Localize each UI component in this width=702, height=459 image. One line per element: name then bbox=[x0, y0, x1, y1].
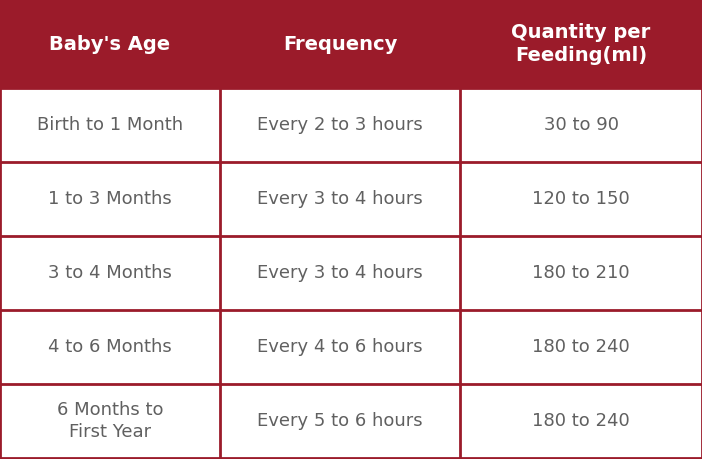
Bar bbox=[220, 236, 460, 310]
Bar bbox=[460, 0, 702, 88]
Bar bbox=[0, 310, 220, 384]
Text: 180 to 210: 180 to 210 bbox=[532, 264, 630, 282]
Text: Birth to 1 Month: Birth to 1 Month bbox=[37, 116, 183, 134]
Bar bbox=[0, 162, 220, 236]
Text: Frequency: Frequency bbox=[283, 34, 397, 54]
Bar bbox=[220, 88, 460, 162]
Text: Every 3 to 4 hours: Every 3 to 4 hours bbox=[257, 264, 423, 282]
Text: 180 to 240: 180 to 240 bbox=[532, 412, 630, 430]
Text: Every 3 to 4 hours: Every 3 to 4 hours bbox=[257, 190, 423, 208]
Text: 4 to 6 Months: 4 to 6 Months bbox=[48, 338, 172, 356]
Bar bbox=[460, 162, 702, 236]
Text: 6 Months to
First Year: 6 Months to First Year bbox=[57, 401, 164, 441]
Bar bbox=[460, 310, 702, 384]
Text: Baby's Age: Baby's Age bbox=[49, 34, 171, 54]
Text: 1 to 3 Months: 1 to 3 Months bbox=[48, 190, 172, 208]
Bar bbox=[220, 162, 460, 236]
Bar bbox=[0, 0, 220, 88]
Bar bbox=[0, 384, 220, 458]
Text: Every 2 to 3 hours: Every 2 to 3 hours bbox=[257, 116, 423, 134]
Text: Every 4 to 6 hours: Every 4 to 6 hours bbox=[257, 338, 423, 356]
Bar bbox=[0, 236, 220, 310]
Bar bbox=[460, 236, 702, 310]
Text: 180 to 240: 180 to 240 bbox=[532, 338, 630, 356]
Text: Every 5 to 6 hours: Every 5 to 6 hours bbox=[257, 412, 423, 430]
Bar bbox=[460, 384, 702, 458]
Bar bbox=[220, 310, 460, 384]
Bar bbox=[220, 0, 460, 88]
Text: Quantity per
Feeding(ml): Quantity per Feeding(ml) bbox=[511, 23, 651, 65]
Bar bbox=[220, 384, 460, 458]
Text: 120 to 150: 120 to 150 bbox=[532, 190, 630, 208]
Text: 30 to 90: 30 to 90 bbox=[543, 116, 618, 134]
Text: 3 to 4 Months: 3 to 4 Months bbox=[48, 264, 172, 282]
Bar bbox=[0, 88, 220, 162]
Bar bbox=[460, 88, 702, 162]
